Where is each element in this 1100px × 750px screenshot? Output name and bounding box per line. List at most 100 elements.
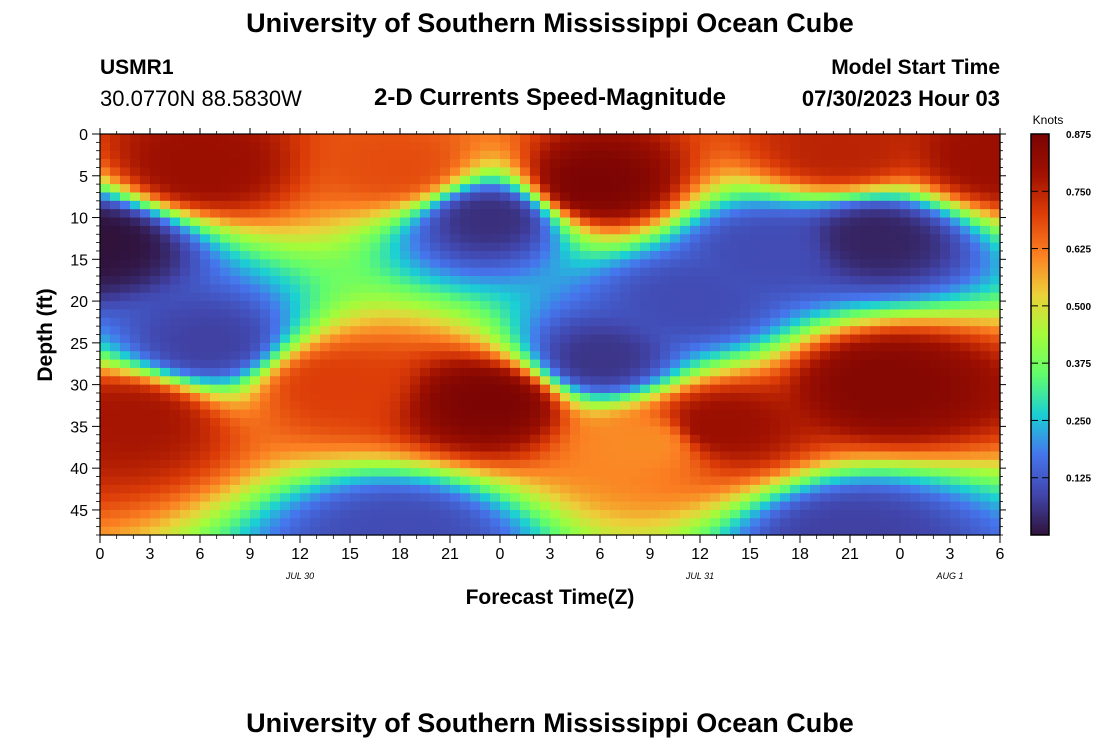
heatmap-cell	[840, 184, 851, 194]
heatmap-cell	[240, 276, 251, 285]
heatmap-cell	[870, 184, 881, 194]
heatmap-cell	[770, 493, 781, 503]
heatmap-cell	[940, 200, 951, 210]
heatmap-cell	[930, 326, 941, 336]
heatmap-cell	[890, 401, 901, 411]
heatmap-cell	[310, 409, 321, 419]
heatmap-cell	[500, 250, 511, 260]
heatmap-cell	[800, 468, 811, 478]
heatmap-cell	[530, 234, 541, 244]
heatmap-cell	[320, 250, 331, 260]
heatmap-cell	[440, 526, 451, 536]
heatmap-cell	[980, 367, 991, 377]
heatmap-cell	[310, 250, 321, 260]
heatmap-cell	[980, 292, 991, 302]
heatmap-cell	[340, 451, 351, 461]
heatmap-cell	[870, 384, 881, 394]
heatmap-cell	[890, 476, 901, 486]
heatmap-cell	[810, 526, 821, 536]
heatmap-cell	[990, 292, 1001, 302]
heatmap-cell	[130, 376, 141, 386]
heatmap-cell	[210, 434, 221, 444]
heatmap-cell	[100, 301, 111, 311]
heatmap-cell	[900, 334, 911, 344]
heatmap-cell	[100, 159, 111, 169]
heatmap-cell	[350, 392, 361, 402]
heatmap-cell	[300, 267, 311, 277]
heatmap-cell	[150, 217, 161, 227]
heatmap-cell	[930, 192, 941, 202]
heatmap-cell	[130, 134, 141, 143]
heatmap-cell	[800, 418, 811, 427]
heatmap-cell	[980, 418, 991, 427]
heatmap-cell	[810, 309, 821, 319]
heatmap-cell	[730, 493, 741, 503]
heatmap-cell	[770, 501, 781, 511]
heatmap-cell	[390, 359, 401, 369]
heatmap-cell	[610, 292, 621, 302]
heatmap-cell	[510, 284, 521, 294]
heatmap-cell	[360, 217, 371, 227]
heatmap-cell	[550, 384, 561, 394]
heatmap-cell	[540, 184, 551, 194]
heatmap-cell	[250, 468, 261, 478]
heatmap-cell	[790, 209, 801, 219]
heatmap-cell	[690, 443, 701, 453]
heatmap-cell	[410, 142, 421, 152]
heatmap-cell	[770, 242, 781, 252]
heatmap-cell	[570, 526, 581, 536]
heatmap-cell	[630, 301, 641, 311]
heatmap-cell	[890, 409, 901, 419]
heatmap-cell	[490, 501, 501, 511]
heatmap-cell	[550, 468, 561, 478]
heatmap-cell	[880, 184, 891, 194]
heatmap-cell	[970, 267, 981, 277]
heatmap-cell	[840, 451, 851, 461]
heatmap-cell	[110, 526, 121, 536]
heatmap-cell	[520, 142, 531, 152]
heatmap-cell	[710, 418, 721, 427]
heatmap-cell	[990, 225, 1001, 235]
heatmap-cell	[760, 225, 771, 235]
heatmap-cell	[780, 250, 791, 260]
heatmap-cell	[620, 234, 631, 244]
heatmap-cell	[570, 392, 581, 402]
heatmap-cell	[410, 234, 421, 244]
heatmap-cell	[780, 484, 791, 494]
heatmap-cell	[110, 225, 121, 235]
heatmap-cell	[340, 242, 351, 252]
heatmap-cell	[250, 418, 261, 427]
heatmap-cell	[250, 276, 261, 285]
heatmap-cell	[990, 259, 1001, 269]
heatmap-cell	[690, 351, 701, 361]
heatmap-cell	[600, 301, 611, 311]
heatmap-cell	[820, 384, 831, 394]
heatmap-cell	[610, 409, 621, 419]
heatmap-cell	[630, 434, 641, 444]
heatmap-cell	[910, 284, 921, 294]
heatmap-cell	[620, 326, 631, 336]
heatmap-cell	[150, 443, 161, 453]
heatmap-cell	[760, 134, 771, 143]
heatmap-cell	[580, 518, 591, 528]
heatmap-cell	[470, 351, 481, 361]
heatmap-cell	[980, 359, 991, 369]
heatmap-cell	[950, 384, 961, 394]
heatmap-cell	[160, 342, 171, 352]
heatmap-cell	[420, 142, 431, 152]
heatmap-cell	[460, 200, 471, 210]
heatmap-cell	[700, 476, 711, 486]
heatmap-cell	[370, 384, 381, 394]
heatmap-cell	[310, 317, 321, 327]
heatmap-cell	[440, 418, 451, 427]
heatmap-cell	[250, 484, 261, 494]
heatmap-cell	[400, 468, 411, 478]
heatmap-cell	[570, 217, 581, 227]
heatmap-cell	[360, 409, 371, 419]
heatmap-cell	[790, 476, 801, 486]
heatmap-cell	[400, 192, 411, 202]
heatmap-cell	[920, 142, 931, 152]
heatmap-cell	[680, 493, 691, 503]
heatmap-cell	[530, 376, 541, 386]
heatmap-cell	[630, 175, 641, 185]
